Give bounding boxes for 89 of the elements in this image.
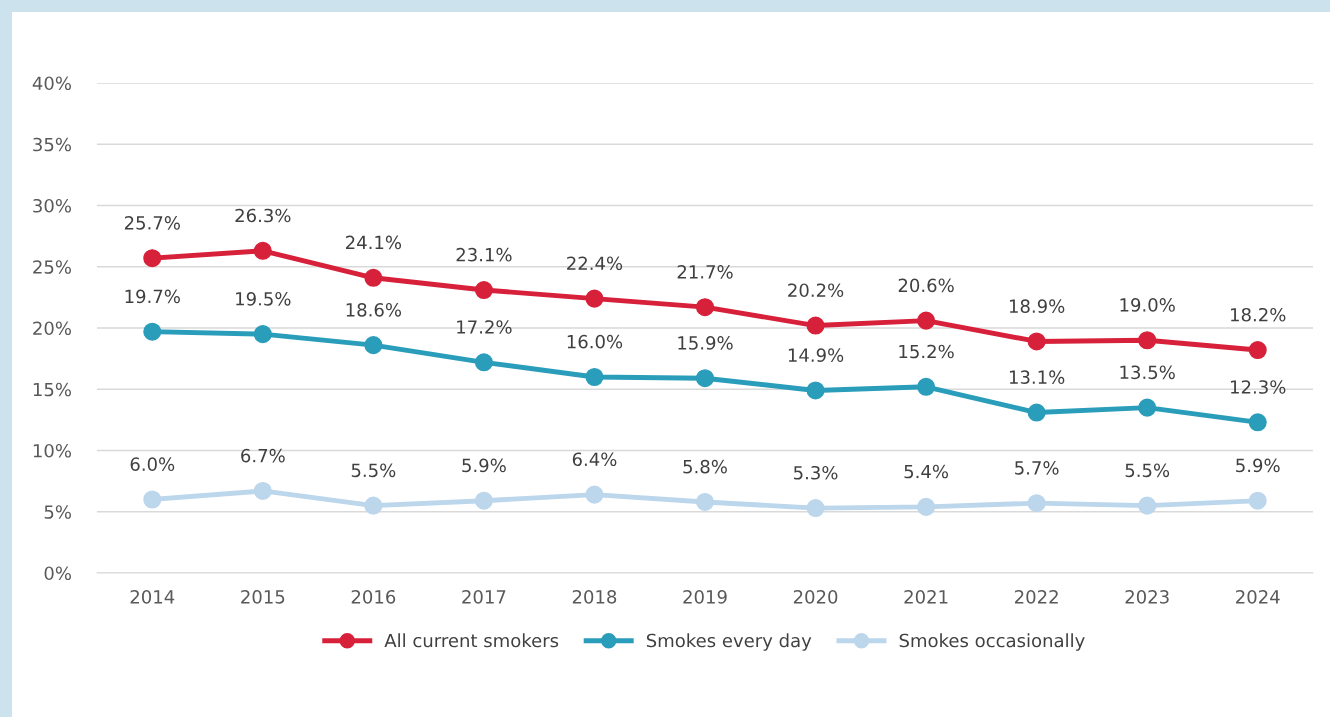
- x-tick-label: 2019: [683, 589, 727, 604]
- point: [1138, 331, 1157, 350]
- point: [1138, 496, 1157, 515]
- data-label: 25.7%: [124, 216, 180, 230]
- data-label: 5.3%: [794, 465, 838, 480]
- point: [695, 298, 715, 317]
- data-label: 24.1%: [346, 235, 402, 250]
- data-label: 22.4%: [567, 256, 623, 271]
- x-tick-label: 2017: [462, 589, 506, 604]
- point: [917, 311, 936, 330]
- point: [1248, 413, 1267, 432]
- data-label: 19.0%: [1120, 298, 1175, 312]
- point: [474, 280, 493, 300]
- y-tick-label: 35%: [33, 137, 71, 152]
- point: [1138, 398, 1157, 417]
- y-tick-label: 10%: [33, 443, 71, 458]
- data-label: 13.5%: [1120, 365, 1175, 380]
- y-tick-label: 5%: [44, 505, 71, 519]
- point: [253, 241, 272, 260]
- point: [364, 336, 383, 355]
- data-label: 18.2%: [1231, 307, 1286, 322]
- x-tick-label: 2016: [351, 589, 396, 604]
- point: [1027, 403, 1046, 422]
- data-label: 14.9%: [788, 348, 844, 362]
- legend-label: Smokes occasionally: [899, 633, 1085, 651]
- point: [1027, 494, 1046, 513]
- point: [253, 325, 272, 344]
- data-label: 18.6%: [346, 302, 402, 317]
- point: [253, 481, 272, 500]
- point: [143, 490, 162, 509]
- data-label: 5.5%: [1125, 463, 1170, 478]
- x-tick-label: 2023: [1125, 589, 1169, 604]
- legend-label: Smokes every day: [646, 633, 812, 651]
- point: [1027, 332, 1046, 351]
- point: [585, 289, 604, 308]
- data-label: 13.1%: [1009, 370, 1065, 385]
- y-tick-label: 25%: [33, 260, 71, 274]
- x-tick-label: 2020: [793, 589, 838, 604]
- point: [474, 491, 493, 510]
- data-label: 12.3%: [1231, 380, 1286, 394]
- point: [585, 367, 604, 387]
- data-label: 15.2%: [899, 344, 954, 359]
- x-tick-label: 2015: [241, 589, 285, 604]
- point: [917, 377, 936, 396]
- data-label: 16.0%: [567, 334, 623, 349]
- y-tick-label: 40%: [32, 76, 71, 91]
- point: [806, 381, 825, 400]
- data-label: 20.2%: [788, 283, 844, 298]
- point: [1248, 491, 1267, 510]
- x-tick-label: 2022: [1014, 589, 1058, 604]
- point: [143, 249, 162, 268]
- data-label: 17.2%: [457, 320, 512, 334]
- point: [364, 268, 383, 287]
- data-label: 15.9%: [678, 336, 733, 350]
- x-tick-label: 2018: [572, 589, 617, 604]
- point: [364, 496, 383, 515]
- data-label: 5.7%: [1015, 461, 1059, 475]
- data-label: 5.5%: [351, 463, 396, 478]
- x-tick-label: 2021: [904, 589, 948, 604]
- point: [917, 497, 936, 516]
- y-tick-label: 15%: [33, 382, 71, 397]
- data-label: 5.9%: [462, 458, 506, 473]
- data-label: 18.9%: [1009, 299, 1065, 313]
- legend-label: All current smokers: [384, 633, 559, 648]
- y-tick-label: 0%: [44, 566, 71, 581]
- data-label: 5.8%: [683, 459, 727, 474]
- point: [695, 369, 715, 388]
- x-tick-label: 2014: [130, 589, 175, 604]
- point: [143, 322, 162, 341]
- point: [1248, 341, 1267, 360]
- data-label: 20.6%: [898, 278, 954, 293]
- point: [474, 353, 493, 372]
- point: [695, 492, 715, 511]
- point: [585, 485, 604, 504]
- point: [806, 316, 825, 335]
- data-label: 26.3%: [235, 208, 291, 223]
- data-label: 6.7%: [241, 448, 285, 463]
- data-label: 5.4%: [904, 464, 949, 479]
- data-label: 6.0%: [130, 457, 175, 471]
- data-label: 23.1%: [456, 247, 512, 262]
- data-label: 6.4%: [572, 452, 617, 467]
- y-tick-label: 20%: [33, 321, 71, 336]
- data-label: 5.9%: [1236, 458, 1280, 473]
- data-label: 19.7%: [125, 289, 180, 304]
- data-label: 19.5%: [236, 291, 291, 306]
- point: [806, 499, 825, 518]
- y-tick-label: 30%: [33, 198, 71, 213]
- x-tick-label: 2024: [1236, 589, 1280, 604]
- data-label: 21.7%: [677, 265, 733, 279]
